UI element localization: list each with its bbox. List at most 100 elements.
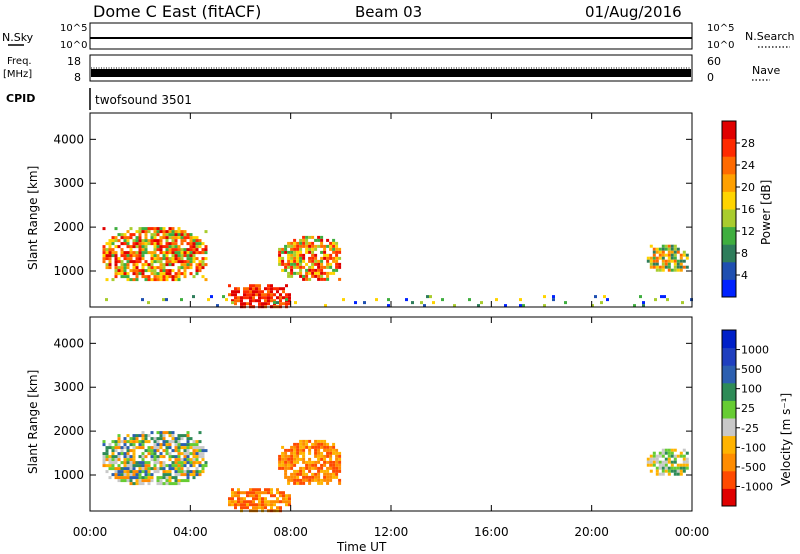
power-echo-cell: [183, 269, 187, 273]
power-echo-cell: [335, 268, 339, 272]
power-echo-cell: [320, 268, 324, 272]
nave-tick-top: 60: [707, 55, 721, 68]
power-echo-cell: [279, 302, 282, 306]
velocity-echo-cell: [123, 461, 127, 465]
velocity-echo-cell: [231, 497, 234, 501]
power-echo-cell: [308, 268, 312, 272]
velocity-echo-cell: [281, 445, 285, 449]
power-echo-cell: [207, 298, 210, 302]
power-echo-cell: [150, 239, 154, 243]
velocity-echo-cell: [261, 506, 264, 510]
velocity-echo-cell: [201, 458, 205, 462]
power-echo-cell: [282, 302, 285, 306]
power-echo-cell: [667, 265, 671, 269]
power-echo-cell: [165, 245, 169, 249]
power-echo-cell: [120, 242, 124, 246]
velocity-echo-cell: [290, 454, 294, 458]
power-echo-cell: [120, 236, 124, 240]
velocity-echo-cell: [126, 440, 130, 444]
velocity-echo-cell: [335, 475, 339, 479]
velocity-echo-cell: [285, 503, 288, 507]
velocity-echo-cell: [198, 461, 202, 465]
velocity-echo-cell: [126, 476, 130, 480]
power-echo-cell: [664, 244, 668, 248]
velocity-echo-cell: [129, 473, 133, 477]
power-echo-cell: [159, 239, 163, 243]
velocity-colorbar-tick-label: -500: [741, 461, 766, 474]
velocity-echo-cell: [296, 475, 300, 479]
power-echo-cell: [111, 236, 115, 240]
power-echo-cell: [296, 250, 300, 254]
power-echo-cell: [432, 301, 435, 305]
power-echo-cell: [114, 254, 118, 258]
power-echo-cell: [108, 239, 112, 243]
velocity-echo-cell: [147, 434, 151, 438]
velocity-echo-cell: [192, 443, 196, 447]
power-echo-cell: [429, 295, 432, 299]
power-echo-cell: [120, 248, 124, 252]
power-echo-cell: [180, 248, 184, 252]
velocity-echo-cell: [117, 473, 121, 477]
power-echo-cell: [144, 245, 148, 249]
freq-label: Freq.: [7, 56, 32, 67]
nsearch-tick-top: 10^5: [707, 23, 734, 34]
velocity-echo-cell: [147, 482, 151, 486]
power-echo-cell: [299, 241, 303, 245]
velocity-echo-cell: [252, 491, 255, 495]
velocity-echo-cell: [293, 463, 297, 467]
power-echo-cell: [278, 253, 282, 257]
velocity-echo-cell: [317, 478, 321, 482]
velocity-echo-cell: [183, 446, 187, 450]
velocity-echo-cell: [123, 473, 127, 477]
velocity-echo-cell: [278, 457, 282, 461]
power-echo-cell: [234, 287, 237, 291]
power-echo-cell: [685, 256, 689, 260]
power-echo-cell: [150, 251, 154, 255]
power-echo-cell: [126, 245, 130, 249]
velocity-echo-cell: [123, 446, 127, 450]
power-echo-cell: [165, 236, 169, 240]
power-echo-cell: [150, 257, 154, 261]
power-echo-cell: [150, 242, 154, 246]
power-echo-cell: [279, 287, 282, 291]
power-echo-cell: [132, 233, 136, 237]
power-echo-cell: [317, 268, 321, 272]
velocity-echo-cell: [120, 467, 124, 471]
power-echo-cell: [329, 262, 333, 266]
velocity-echo-cell: [183, 458, 187, 462]
velocity-echo-cell: [679, 454, 683, 458]
power-echo-cell: [314, 256, 318, 260]
power-echo-cell: [252, 287, 255, 291]
velocity-echo-cell: [162, 449, 166, 453]
velocity-colorbar-band: [722, 330, 736, 349]
power-echo-cell: [180, 239, 184, 243]
velocity-echo-cell: [120, 461, 124, 465]
power-echo-cell: [183, 251, 187, 255]
velocity-echo-cell: [305, 445, 309, 449]
power-echo-cell: [168, 242, 172, 246]
power-echo-cell: [375, 298, 378, 302]
power-echo-cell: [311, 259, 315, 263]
power-echo-cell: [287, 271, 291, 275]
power-echo-cell: [177, 269, 181, 273]
velocity-echo-cell: [168, 446, 172, 450]
power-echo-cell: [141, 298, 144, 302]
power-echo-cell: [264, 296, 267, 300]
power-colorbar-band: [722, 209, 736, 228]
power-echo-cell: [159, 269, 163, 273]
power-echo-cell: [285, 284, 288, 288]
power-echo-cell: [147, 251, 151, 255]
velocity-echo-cell: [177, 458, 181, 462]
power-echo-cell: [162, 298, 165, 302]
power-echo-cell: [168, 245, 172, 249]
power-echo-cell: [237, 299, 240, 303]
power-colorbar-label: Power [dB]: [759, 180, 773, 245]
power-echo-cell: [552, 295, 555, 299]
velocity-echo-cell: [135, 446, 139, 450]
velocity-echo-cell: [676, 454, 680, 458]
velocity-echo-cell: [117, 464, 121, 468]
velocity-echo-cell: [332, 460, 336, 464]
velocity-echo-cell: [141, 479, 145, 483]
power-echo-cell: [591, 304, 594, 308]
velocity-echo-cell: [682, 460, 686, 464]
